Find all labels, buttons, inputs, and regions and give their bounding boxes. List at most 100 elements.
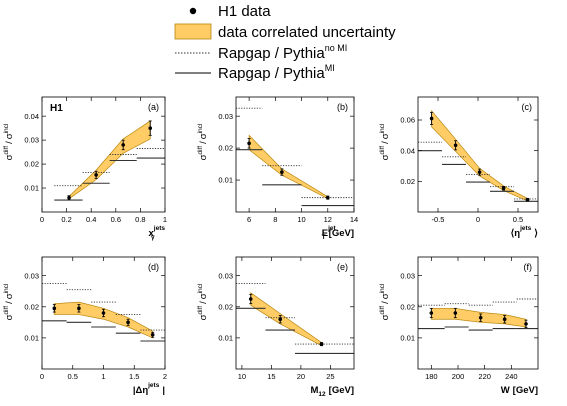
y-axis-sigma: σ xyxy=(380,314,391,320)
data-point xyxy=(478,313,483,322)
x-tick-label: 2 xyxy=(163,372,167,381)
y-axis-sigma: σ xyxy=(4,314,15,320)
x-tick-label: 180 xyxy=(425,372,438,381)
data-point xyxy=(477,168,482,176)
y-tick-label: 0.02 xyxy=(400,302,415,311)
y-tick-label: 0.03 xyxy=(218,112,233,121)
y-axis-incl: incl xyxy=(3,283,10,293)
legend-entry-2: data correlated uncertainty xyxy=(174,23,396,41)
data-marker xyxy=(278,317,283,322)
plot-frame xyxy=(41,96,166,213)
uncertainty-band xyxy=(68,120,151,200)
x-tick-label: 0 xyxy=(40,215,44,224)
data-marker xyxy=(150,332,155,337)
legend-label-text: Rapgap / Pythia xyxy=(218,65,325,82)
x-tick-label: 10 xyxy=(238,372,246,381)
x-axis-label-sub: T xyxy=(322,234,326,241)
y-axis-sigma2: σ xyxy=(4,133,15,139)
y-axis-diff: diff xyxy=(197,306,204,315)
x-tick-label: 6 xyxy=(247,215,251,224)
data-marker xyxy=(478,315,483,320)
legend: H1 data data correlated uncertainty Rapgap… xyxy=(174,3,396,82)
data-marker xyxy=(502,317,507,322)
data-point xyxy=(524,319,528,329)
y-tick-label: 0.01 xyxy=(24,184,39,193)
uncertainty-band xyxy=(431,109,528,202)
data-point xyxy=(126,318,130,326)
y-axis-diff: diff xyxy=(197,146,204,155)
x-tick-label: -0.5 xyxy=(432,215,445,224)
x-tick-label: 240 xyxy=(505,372,518,381)
y-axis-diff: diff xyxy=(3,146,10,155)
y-axis-slash: / xyxy=(4,301,15,304)
x-axis-label: |Δηjets | xyxy=(133,382,165,396)
panel-tag: (d) xyxy=(148,262,159,272)
data-marker xyxy=(501,186,506,191)
panel-e: 10 15 20 250.010.020.03(e)M12 [GeV]σdiff/σin… xyxy=(197,256,355,398)
plot-frame xyxy=(235,96,355,213)
y-tick-label: 0.02 xyxy=(24,302,39,311)
x-axis-label-unit: | xyxy=(162,385,165,396)
y-axis-sigma: σ xyxy=(198,314,209,320)
data-marker xyxy=(77,306,81,311)
data-marker xyxy=(524,322,528,326)
x-axis-label-unit: [GeV] xyxy=(513,385,538,396)
y-tick-label: 0.01 xyxy=(218,333,233,342)
panel-tag: (a) xyxy=(148,102,159,112)
y-axis-slash: / xyxy=(380,141,391,144)
x-tick-label: 0.8 xyxy=(135,215,145,224)
x-axis-label-main: E xyxy=(322,228,328,239)
y-axis-label: σdiff/σincl xyxy=(197,283,209,320)
y-axis-incl: incl xyxy=(197,123,204,133)
x-axis-label-sub: 12 xyxy=(318,391,326,398)
data-point xyxy=(525,197,530,202)
y-axis-sigma2: σ xyxy=(198,293,209,299)
x-axis-label-main: M xyxy=(311,385,319,396)
panel-c: -0.5 0 0.50.020.040.06(c)⟨ηjets ⟩σdiff/σinc… xyxy=(379,96,539,239)
panel-tag: (f) xyxy=(524,262,533,272)
panel-tag: (e) xyxy=(337,262,348,272)
legend-label: Rapgap / Pythiano MI xyxy=(218,43,347,62)
x-axis-label-sup: jets xyxy=(147,382,160,389)
legend-label-superscript: MI xyxy=(325,63,335,73)
y-axis-diff: diff xyxy=(379,146,386,155)
data-point xyxy=(453,307,458,319)
y-tick-label: 0.06 xyxy=(400,116,415,125)
y-axis-diff: diff xyxy=(379,306,386,315)
y-axis-diff: diff xyxy=(3,306,10,315)
panel-a: 0 0.2 0.4 0.6 0.8 1 0.01 0.02 0.03 0.04 (a) H1 xjets… xyxy=(3,96,167,241)
data-marker xyxy=(94,173,98,177)
x-axis-label-unit: ⟩ xyxy=(534,228,538,239)
data-marker xyxy=(67,195,71,200)
x-tick-label: 0.4 xyxy=(86,215,96,224)
x-tick-label: 8 xyxy=(273,215,277,224)
y-axis-sigma2: σ xyxy=(380,133,391,139)
x-axis-label: Ejet T [GeV] xyxy=(322,225,354,241)
data-marker xyxy=(477,170,482,174)
data-point xyxy=(501,185,506,191)
data-marker xyxy=(52,306,57,311)
legend-band-swatch xyxy=(174,23,212,40)
x-axis-label-sup: jets xyxy=(153,225,166,232)
y-tick-label: 0.02 xyxy=(24,160,39,169)
data-point xyxy=(278,315,283,324)
data-marker xyxy=(247,141,251,146)
data-point xyxy=(121,139,125,151)
data-marker xyxy=(453,143,458,148)
x-tick-label: 0.2 xyxy=(61,215,71,224)
data-marker xyxy=(248,297,253,301)
x-axis-label-main: ⟨η xyxy=(511,228,521,239)
y-axis-incl: incl xyxy=(197,283,204,293)
data-point xyxy=(77,304,81,313)
data-point xyxy=(52,304,57,313)
data-marker xyxy=(101,311,106,315)
x-tick-label: 0 xyxy=(476,215,480,224)
y-axis-label: σdiff/σincl xyxy=(3,283,15,320)
y-axis-incl: incl xyxy=(379,123,386,133)
uncertainty-band xyxy=(430,307,527,328)
y-axis-slash: / xyxy=(198,141,209,144)
data-point xyxy=(247,138,251,149)
y-tick-label: 0.03 xyxy=(400,271,415,280)
experiment-tag: H1 xyxy=(50,103,63,114)
